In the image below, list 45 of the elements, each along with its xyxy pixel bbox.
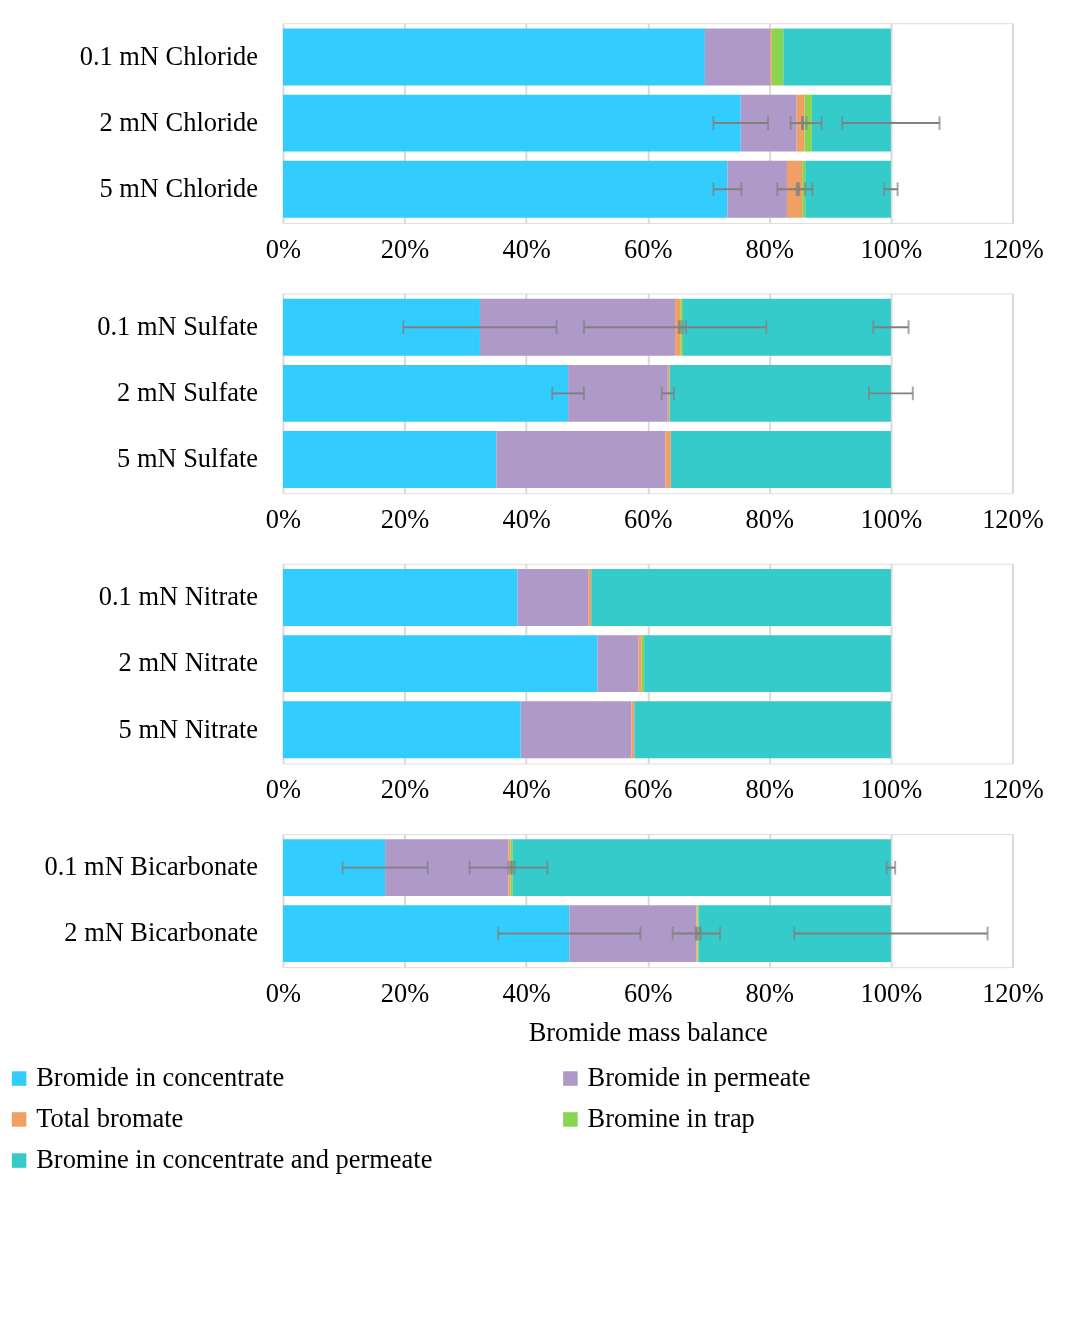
y-tick-label: 5 mN Nitrate [118, 713, 259, 744]
x-tick-label: 40% [502, 977, 551, 1008]
y-tick-label: 2 mN Sulfate [117, 377, 259, 408]
y-tick-label: 2 mN Bicarbonate [64, 917, 259, 948]
x-tick-label: 60% [624, 977, 673, 1008]
x-tick-label: 60% [624, 774, 673, 805]
y-tick-label: 5 mN Chloride [99, 173, 259, 204]
x-tick-label: 120% [982, 774, 1044, 805]
legend-label: Total bromate [36, 1103, 184, 1134]
x-tick-label: 120% [982, 504, 1044, 534]
x-tick-label: 80% [745, 504, 795, 534]
x-tick-label: 40% [502, 233, 551, 264]
y-tick-label: 5 mN Sulfate [117, 443, 259, 474]
x-tick-label: 20% [380, 977, 430, 1008]
y-tick-label: 0.1 mN Sulfate [97, 311, 259, 342]
x-tick-label: 0% [265, 233, 302, 264]
x-tick-label: 80% [745, 774, 795, 805]
y-tick-label: 0.1 mN Nitrate [98, 581, 259, 612]
x-tick-label: 0% [265, 774, 302, 805]
legend-label: Bromine in trap [587, 1103, 755, 1134]
x-tick-label: 120% [982, 233, 1044, 264]
y-tick-label: 0.1 mN Bicarbonate [44, 851, 259, 882]
y-tick-label: 0.1 mN Chloride [79, 40, 259, 71]
x-tick-label: 40% [502, 774, 551, 805]
x-tick-label: 0% [265, 504, 302, 534]
x-tick-label: 40% [502, 504, 551, 534]
x-tick-label: 100% [860, 233, 923, 264]
x-tick-label: 80% [745, 977, 795, 1008]
legend-label: Bromine in concentrate and permeate [36, 1144, 433, 1175]
x-axis-title: Bromide mass balance [528, 1017, 768, 1048]
y-tick-label: 2 mN Chloride [99, 106, 259, 137]
x-tick-label: 60% [624, 504, 673, 534]
x-tick-label: 100% [860, 504, 923, 534]
y-tick-label: 2 mN Nitrate [118, 647, 259, 678]
x-tick-label: 100% [860, 774, 923, 805]
x-tick-label: 0% [265, 977, 302, 1008]
legend-label: Bromide in permeate [587, 1062, 811, 1093]
x-tick-label: 120% [982, 977, 1044, 1008]
x-tick-label: 80% [745, 233, 795, 264]
x-tick-label: 20% [380, 233, 430, 264]
x-tick-label: 100% [860, 977, 923, 1008]
legend-label: Bromide in concentrate [36, 1062, 285, 1093]
x-tick-label: 60% [624, 233, 673, 264]
x-tick-label: 20% [380, 504, 430, 534]
x-tick-label: 20% [380, 774, 430, 805]
